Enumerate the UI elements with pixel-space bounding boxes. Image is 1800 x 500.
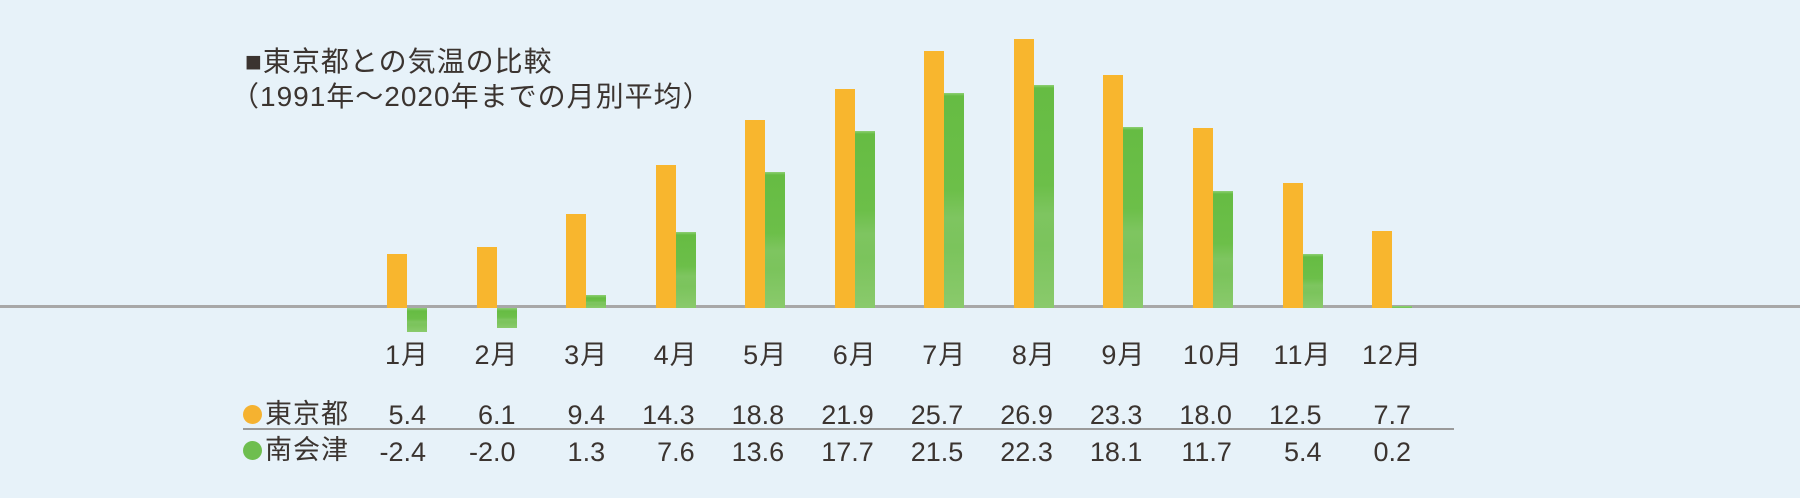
bottom-page-edge [0, 498, 1800, 500]
month-label-6: 6月 [832, 340, 877, 370]
minamiaizu-bar-4 [675, 232, 696, 308]
month-label-7: 7月 [922, 340, 967, 370]
tokyo-bar-2 [476, 247, 497, 308]
minamiaizu-value-4: 7.6 [657, 437, 695, 467]
minamiaizu-legend-label: 南会津 [265, 435, 349, 465]
tokyo-value-1: 5.4 [388, 400, 426, 430]
minamiaizu-value-6: 17.7 [821, 437, 874, 467]
minamiaizu-value-1: -2.4 [379, 437, 426, 467]
tokyo-value-4: 14.3 [642, 400, 695, 430]
minamiaizu-bar-11 [1302, 254, 1323, 308]
tokyo-bar-3 [566, 214, 587, 308]
chart-title-line2: （1991年〜2020年までの月別平均） [231, 81, 712, 112]
month-label-4: 4月 [653, 340, 698, 370]
tokyo-bar-9 [1103, 75, 1124, 308]
tokyo-value-6: 21.9 [821, 400, 874, 430]
tokyo-legend-dot-icon [243, 404, 262, 424]
minamiaizu-bar-1 [407, 308, 427, 332]
legend-row-tokyo: 東京都 [243, 399, 349, 429]
tokyo-value-7: 25.7 [910, 400, 964, 430]
tokyo-value-9: 23.3 [1089, 400, 1143, 430]
minamiaizu-bar-6 [854, 131, 875, 308]
minamiaizu-bar-8 [1033, 85, 1054, 308]
tokyo-value-11: 12.5 [1268, 400, 1322, 430]
minamiaizu-bar-5 [765, 172, 786, 308]
month-label-5: 5月 [743, 340, 788, 370]
tokyo-bar-6 [834, 89, 855, 308]
tokyo-value-5: 18.8 [731, 400, 785, 430]
minamiaizu-legend-dot-icon [243, 440, 262, 460]
chart-title-line1: ■東京都との気温の比較 [245, 46, 553, 77]
minamiaizu-value-8: 22.3 [1000, 437, 1053, 467]
zero-axis-line [0, 305, 1800, 308]
tokyo-value-10: 18.0 [1179, 400, 1232, 430]
tokyo-bar-10 [1192, 128, 1213, 308]
month-label-11: 11月 [1273, 340, 1332, 370]
minamiaizu-value-3: 1.3 [567, 437, 606, 467]
minamiaizu-bar-12 [1392, 306, 1413, 308]
minamiaizu-value-2: -2.0 [469, 437, 516, 467]
tokyo-value-12: 7.7 [1373, 400, 1412, 430]
tokyo-value-3: 9.4 [567, 400, 606, 430]
minamiaizu-value-9: 18.1 [1089, 437, 1143, 467]
minamiaizu-value-12: 0.2 [1373, 437, 1412, 467]
legend-row-minamiaizu: 南会津 [243, 435, 349, 465]
minamiaizu-bar-9 [1123, 127, 1144, 308]
chart-title: ■東京都との気温の比較 （1991年〜2020年までの月別平均） [231, 44, 712, 114]
tokyo-bar-1 [387, 254, 407, 308]
tokyo-value-8: 26.9 [1000, 400, 1053, 430]
minamiaizu-bar-2 [496, 308, 517, 328]
minamiaizu-value-7: 21.5 [910, 437, 964, 467]
tokyo-bar-4 [655, 165, 676, 308]
tokyo-value-2: 6.1 [478, 400, 516, 430]
month-label-10: 10月 [1182, 340, 1243, 370]
minamiaizu-bar-7 [944, 93, 965, 308]
table-separator-line [243, 428, 1454, 430]
tokyo-legend-label: 東京都 [265, 399, 349, 429]
month-label-9: 9月 [1101, 340, 1146, 370]
tokyo-bar-7 [924, 51, 945, 308]
month-label-8: 8月 [1011, 340, 1056, 370]
tokyo-bar-11 [1282, 183, 1303, 308]
minamiaizu-value-10: 11.7 [1181, 437, 1232, 467]
tokyo-bar-8 [1013, 39, 1034, 308]
minamiaizu-value-5: 13.6 [731, 437, 785, 467]
month-label-3: 3月 [564, 340, 609, 370]
tokyo-bar-5 [745, 120, 766, 308]
month-label-12: 12月 [1362, 340, 1423, 370]
month-label-1: 1月 [384, 340, 430, 370]
minamiaizu-bar-3 [586, 295, 607, 308]
tokyo-bar-12 [1372, 231, 1393, 308]
month-label-2: 2月 [474, 340, 519, 370]
minamiaizu-bar-10 [1212, 191, 1233, 308]
minamiaizu-value-11: 5.4 [1283, 437, 1322, 467]
